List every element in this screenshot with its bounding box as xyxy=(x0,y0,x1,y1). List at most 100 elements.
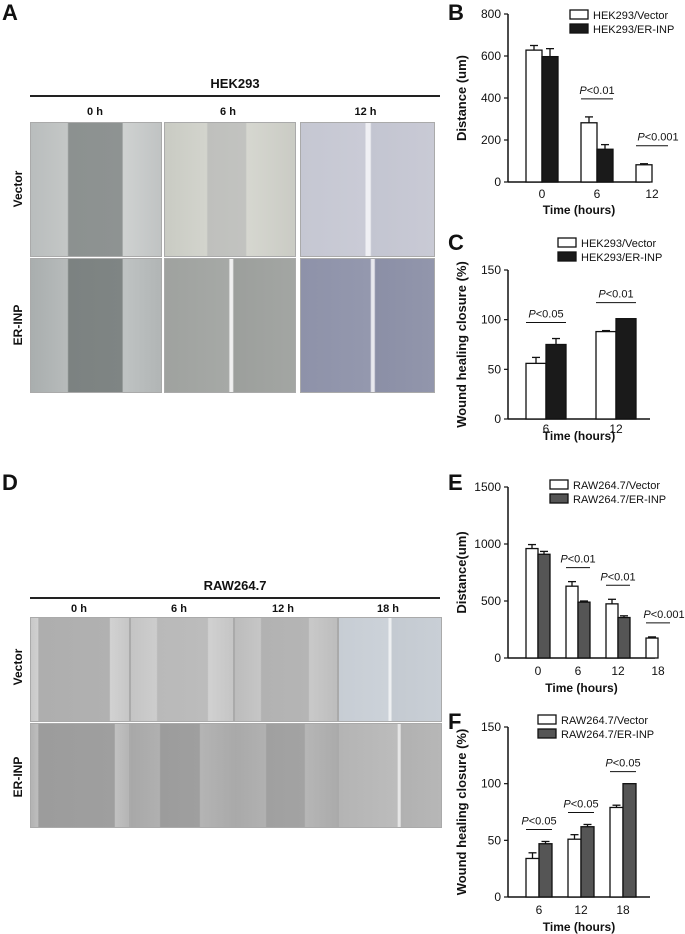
micrograph-hek293-vector-0h xyxy=(30,122,162,257)
y-axis-title-f: Wound healing closure (%) xyxy=(454,729,469,896)
significance-label-b-1: P<0.001 xyxy=(637,132,678,144)
bar-b-s0-c0 xyxy=(525,49,543,183)
micrograph-raw264-er-inp-12h xyxy=(234,723,338,828)
legend-label-f-0: RAW264.7/Vector xyxy=(561,715,648,727)
micrograph-raw264-er-inp-6h xyxy=(130,723,234,828)
legend-swatch-f-1 xyxy=(537,728,557,739)
legend-swatch-b-0 xyxy=(569,9,589,20)
micrograph-raw264-vector-0h xyxy=(30,617,130,722)
panel-d-row-er-inp: ER-INP xyxy=(11,756,25,798)
significance-label-f-2: P<0.05 xyxy=(605,758,640,770)
significance-label-f-0: P<0.05 xyxy=(521,815,556,827)
panel-letter-d: D xyxy=(2,470,18,495)
bar-f-s0-c2 xyxy=(609,806,624,898)
y-tick-label-b-2: 400 xyxy=(481,91,501,105)
panel-a-cell-line: HEK293 xyxy=(210,76,260,91)
y-tick-label-b-3: 600 xyxy=(481,49,501,63)
bar-b-s1-c1 xyxy=(596,148,614,183)
bar-b-s0-c1 xyxy=(580,122,598,183)
y-tick-label-e-2: 1000 xyxy=(474,537,501,551)
legend-label-e-1: RAW264.7/ER-INP xyxy=(573,494,666,506)
x-axis-title-f: Time (hours) xyxy=(543,920,615,934)
bar-f-s1-c2 xyxy=(622,783,637,898)
legend-swatch-e-1 xyxy=(549,493,569,504)
bar-e-s1-c2 xyxy=(617,616,631,659)
micrograph-hek293-er-inp-6h xyxy=(164,258,296,393)
bar-e-s0-c3 xyxy=(645,637,659,659)
legend-swatch-e-0 xyxy=(549,479,569,490)
x-tick-label-b-0: 0 xyxy=(539,187,546,201)
y-tick-label-e-1: 500 xyxy=(481,594,501,608)
bar-e-s0-c2 xyxy=(605,603,619,659)
panel-a-divider xyxy=(30,95,440,97)
significance-label-c-1: P<0.01 xyxy=(598,289,633,301)
bar-e-s0-c0 xyxy=(525,547,539,659)
bar-c-s1-c1 xyxy=(615,318,637,420)
chart-e-distance-raw264: E 0 500 1000 1500 Distance(um) 0 6 12 18 P<0.01 P<0… xyxy=(448,470,685,695)
panel-letter-a: A xyxy=(2,0,18,25)
panel-a-time-0: 0 h xyxy=(87,106,103,118)
y-tick-label-f-1: 50 xyxy=(488,833,502,847)
bar-b-s1-c0 xyxy=(541,55,559,183)
legend-label-b-1: HEK293/ER-INP xyxy=(593,24,674,36)
legend-swatch-b-1 xyxy=(569,23,589,34)
panel-a-row-er-inp: ER-INP xyxy=(11,304,25,346)
x-tick-label-b-2: 12 xyxy=(645,187,659,201)
bar-f-s1-c0 xyxy=(538,843,553,898)
panel-d-time-12: 12 h xyxy=(271,603,294,615)
panel-a-time-12: 12 h xyxy=(354,106,377,118)
micrograph-hek293-vector-12h xyxy=(300,122,435,257)
x-tick-label-e-3: 18 xyxy=(651,664,665,678)
y-tick-label-c-3: 150 xyxy=(481,263,501,277)
y-tick-label-b-0: 0 xyxy=(494,175,501,189)
legend-label-e-0: RAW264.7/Vector xyxy=(573,480,660,492)
panel-d-cell-line: RAW264.7 xyxy=(203,578,267,593)
bar-b-s0-c2 xyxy=(635,164,653,183)
significance-label-e-2: P<0.001 xyxy=(643,609,684,621)
x-tick-label-e-0: 0 xyxy=(535,664,542,678)
legend-swatch-f-0 xyxy=(537,714,557,725)
bar-c-s0-c1 xyxy=(595,330,617,420)
micrograph-raw264-vector-12h xyxy=(234,617,338,722)
x-tick-label-f-2: 18 xyxy=(616,903,630,917)
legend-label-f-1: RAW264.7/ER-INP xyxy=(561,729,654,741)
bar-f-s0-c0 xyxy=(525,857,540,898)
micrograph-hek293-er-inp-12h xyxy=(300,258,435,393)
significance-label-e-1: P<0.01 xyxy=(600,571,635,583)
bar-e-s1-c1 xyxy=(577,601,591,659)
chart-c-wound-closure-hek293: C 0 50 100 150 Wound healing closure (%) 6 12 P<… xyxy=(448,230,662,443)
x-tick-label-f-1: 12 xyxy=(574,903,588,917)
micrograph-raw264-vector-18h xyxy=(338,617,442,722)
y-tick-label-f-2: 100 xyxy=(481,777,501,791)
y-tick-label-e-0: 0 xyxy=(494,651,501,665)
y-tick-label-f-0: 0 xyxy=(494,890,501,904)
significance-label-f-1: P<0.05 xyxy=(563,798,598,810)
bar-f-s0-c1 xyxy=(567,838,582,898)
panel-d-time-18: 18 h xyxy=(376,603,399,615)
y-tick-label-b-1: 200 xyxy=(481,133,501,147)
bar-c-s1-c0 xyxy=(545,343,567,420)
y-axis-title-b: Distance (um) xyxy=(454,55,469,141)
x-tick-label-c-0: 6 xyxy=(543,422,550,436)
panel-letter-b: B xyxy=(448,0,464,25)
x-axis-title-e: Time (hours) xyxy=(545,681,617,695)
micrograph-hek293-er-inp-0h xyxy=(30,258,162,393)
y-tick-label-c-0: 0 xyxy=(494,412,501,426)
panel-d-divider xyxy=(30,597,440,599)
micrograph-raw264-er-inp-0h xyxy=(30,723,130,828)
x-tick-label-e-2: 12 xyxy=(611,664,625,678)
micrograph-raw264-vector-6h xyxy=(130,617,234,722)
panel-d-time-6: 6 h xyxy=(171,603,187,615)
y-axis-title-c: Wound healing closure (%) xyxy=(454,261,469,428)
bar-f-s1-c1 xyxy=(580,826,595,898)
micrograph-hek293-vector-6h xyxy=(164,122,296,257)
y-tick-label-f-3: 150 xyxy=(481,720,501,734)
panel-letter-f: F xyxy=(448,709,461,734)
y-tick-label-c-1: 50 xyxy=(488,362,502,376)
y-tick-label-b-4: 800 xyxy=(481,7,501,21)
significance-label-b-0: P<0.01 xyxy=(579,85,614,97)
x-axis-title-b: Time (hours) xyxy=(543,203,615,217)
bar-e-s1-c0 xyxy=(537,553,551,659)
legend-label-c-1: HEK293/ER-INP xyxy=(581,252,662,264)
x-tick-label-f-0: 6 xyxy=(536,903,543,917)
